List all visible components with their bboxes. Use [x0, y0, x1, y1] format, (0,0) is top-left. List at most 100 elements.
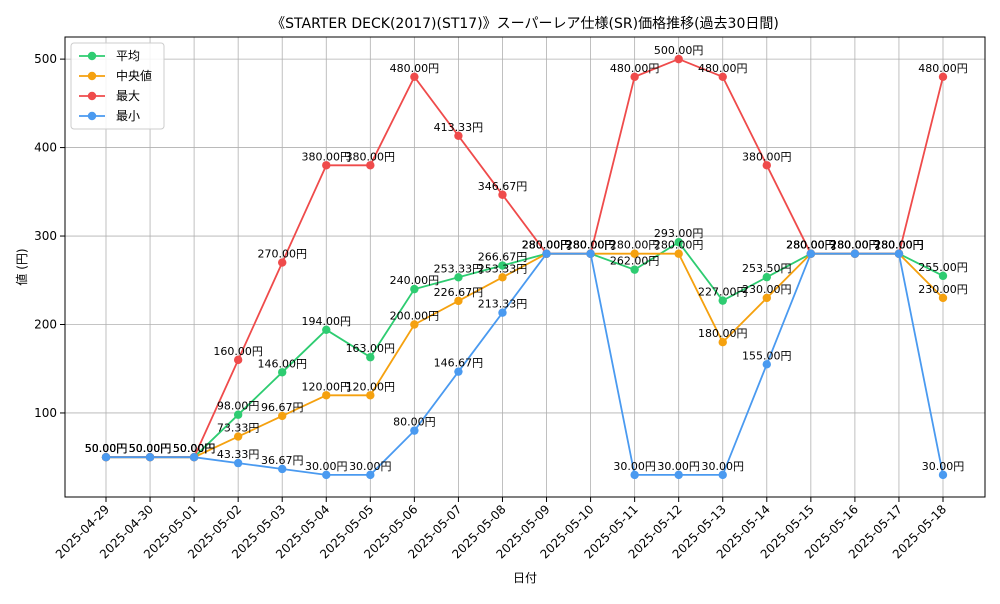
data-labels: 50.00円 50.00円 50.00円98.00円146.00円194.00円16…	[85, 44, 968, 473]
data-label: 43.33円	[217, 448, 260, 461]
data-point	[542, 249, 551, 258]
data-label: 50.00円	[129, 442, 172, 455]
data-label: 200.00円	[390, 310, 440, 323]
data-label: 80.00円	[393, 416, 436, 429]
data-label: 280.00円	[786, 239, 836, 252]
data-point	[278, 368, 287, 377]
y-axis-ticks: 100 200 300 400 500	[34, 52, 65, 420]
legend-marker	[87, 91, 97, 101]
data-label: 280.00円	[522, 239, 572, 252]
y-tick-label: 500	[34, 52, 57, 66]
data-label: 280.00円	[786, 239, 836, 252]
data-label: 213.33円	[478, 298, 528, 311]
data-point	[189, 452, 199, 462]
data-point	[454, 296, 463, 306]
data-label: 50.00円	[129, 442, 172, 455]
data-point	[410, 284, 419, 294]
data-point	[366, 353, 375, 362]
data-point	[938, 72, 948, 82]
data-point	[850, 249, 860, 258]
data-label: 500.00円	[654, 44, 704, 57]
data-point	[630, 470, 639, 480]
legend-label: 平均	[116, 49, 140, 63]
data-label: 30.00円	[922, 460, 965, 473]
data-label: 50.00円	[85, 442, 128, 455]
data-label: 30.00円	[305, 460, 348, 473]
data-label: 480.00円	[610, 62, 660, 75]
data-label: 280.00円	[830, 239, 880, 252]
data-point	[278, 464, 287, 474]
data-label: 266.67円	[478, 251, 528, 264]
data-point	[410, 426, 419, 435]
data-label: 50.00円	[129, 442, 172, 455]
data-label: 50.00円	[85, 442, 128, 455]
data-label: 96.67円	[261, 401, 304, 414]
data-point	[278, 258, 287, 267]
data-label: 50.00円	[129, 442, 172, 455]
data-label: 30.00円	[701, 460, 744, 473]
data-label: 280.00円	[522, 239, 572, 252]
data-point	[718, 72, 727, 82]
data-point	[410, 320, 419, 329]
data-point	[938, 271, 948, 281]
data-label: 30.00円	[657, 460, 700, 473]
series-line	[106, 252, 944, 476]
data-label: 480.00円	[918, 62, 968, 75]
data-label: 120.00円	[346, 380, 396, 393]
data-point	[630, 265, 639, 274]
y-tick-label: 100	[34, 406, 57, 420]
data-label: 155.00円	[742, 349, 792, 362]
data-point	[233, 355, 243, 365]
data-label: 280.00円	[830, 239, 880, 252]
chart-title: 《STARTER DECK(2017)(ST17)》スーパーレア仕様(SR)価格…	[271, 16, 779, 32]
x-axis-label: 日付	[513, 571, 537, 585]
data-label: 36.67円	[261, 454, 304, 467]
data-point	[674, 54, 683, 64]
data-point	[322, 391, 331, 400]
data-label: 280.00円	[522, 239, 572, 252]
data-point	[322, 325, 331, 335]
data-label: 280.00円	[566, 239, 616, 252]
plot-frame	[64, 36, 986, 498]
data-label: 480.00円	[698, 62, 748, 75]
data-label: 50.00円	[173, 442, 216, 455]
data-point	[101, 452, 111, 462]
data-label: 50.00円	[173, 442, 216, 455]
data-label: 346.67円	[478, 180, 528, 193]
data-point	[762, 161, 771, 170]
data-label: 120.00円	[302, 380, 352, 393]
data-label: 146.67円	[434, 357, 484, 370]
series-line	[106, 252, 944, 459]
data-label: 413.33円	[434, 121, 484, 134]
data-point	[630, 72, 639, 82]
legend-label: 中央値	[116, 68, 152, 83]
data-label: 380.00円	[302, 150, 352, 163]
legend-marker	[87, 111, 97, 121]
legend-box	[70, 42, 165, 130]
series-group	[101, 54, 948, 480]
data-label: 180.00円	[698, 327, 748, 340]
data-point	[938, 470, 948, 480]
data-label: 280.00円	[566, 239, 616, 252]
data-label: 280.00円	[786, 239, 836, 252]
data-point	[674, 238, 683, 247]
data-point	[674, 470, 683, 480]
data-point	[233, 410, 243, 419]
legend-marker	[87, 71, 97, 81]
series-line	[106, 241, 944, 459]
data-point	[894, 249, 904, 258]
data-point	[322, 161, 331, 170]
data-label: 255.00円	[918, 261, 968, 274]
y-tick-label: 200	[34, 318, 57, 332]
data-point	[454, 367, 463, 376]
data-label: 194.00円	[302, 315, 352, 328]
data-point	[366, 470, 375, 480]
data-label: 160.00円	[213, 345, 263, 358]
data-point	[498, 261, 507, 270]
y-tick-label: 400	[34, 141, 57, 155]
data-label: 226.67円	[434, 286, 484, 299]
data-label: 280.00円	[566, 239, 616, 252]
legend-marker	[87, 51, 97, 61]
